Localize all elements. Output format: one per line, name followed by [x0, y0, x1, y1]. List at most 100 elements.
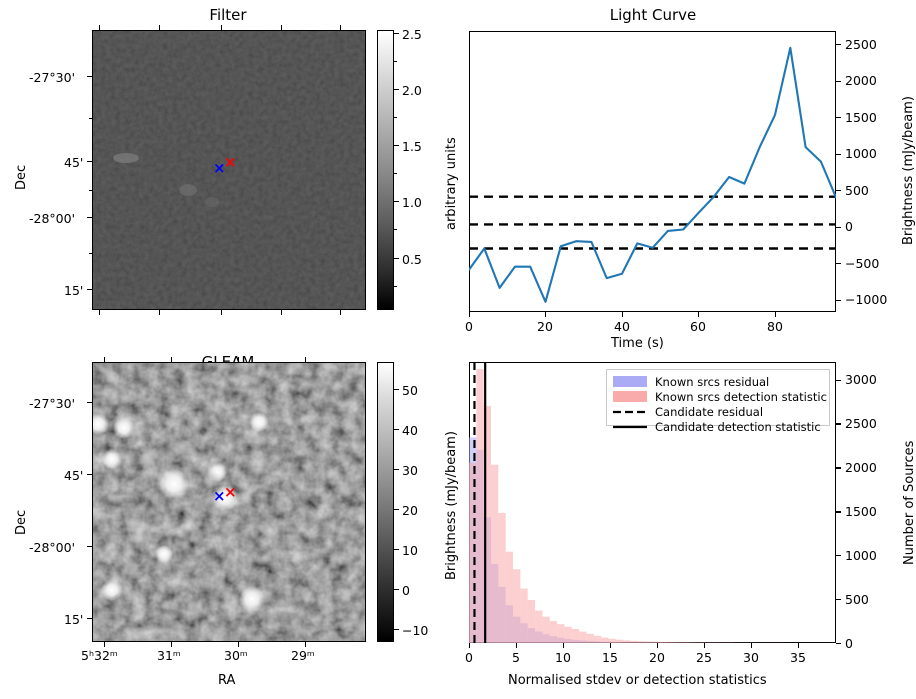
lc-xtickmark — [622, 312, 624, 317]
hist-legend: Known srcs residual Known srcs detection… — [606, 369, 830, 434]
filter-cbar-tick-3: 1.0 — [402, 195, 422, 210]
legend-dashed-line-icon — [613, 406, 647, 417]
filter-cbar-tickmark — [394, 258, 399, 260]
filter-ytickmark — [87, 289, 92, 291]
lc-ytickmark — [836, 299, 841, 301]
filter-cbar-tick-4: 0.5 — [402, 252, 422, 267]
lc-ytickmark — [836, 153, 841, 155]
legend-label-candidate-detection-statistic: Candidate detection statistic — [655, 419, 821, 434]
hist-ytickmark — [836, 599, 841, 601]
hist-xtick-3: 15 — [602, 650, 618, 665]
gleam-cbar-tick-6: −10 — [402, 623, 429, 638]
filter-cbar-tickmark — [394, 33, 399, 35]
hist-bar — [586, 633, 594, 643]
lc-ytickmark — [836, 44, 841, 46]
gleam-colorbar — [377, 362, 394, 642]
lc-xtick-4: 80 — [767, 319, 783, 334]
gleam-ylabel: Dec — [14, 509, 29, 535]
gleam-ytick-1: 45' — [64, 468, 84, 483]
filter-cbar-tickmark-minor — [394, 173, 397, 175]
gleam-cbar-tickmark — [394, 429, 399, 431]
gleam-ytick-0: -27°30' — [29, 396, 76, 411]
filter-cbar-tickmark — [394, 145, 399, 147]
hist-ytick-5: 2500 — [845, 416, 877, 431]
lc-xtick-2: 40 — [614, 319, 630, 334]
hist-ytickmark — [836, 467, 841, 469]
filter-ytick-1: 45' — [64, 155, 84, 170]
gleam-ytickmark — [87, 618, 92, 620]
legend-label-known-srcs-residual: Known srcs residual — [655, 374, 770, 389]
hist-bar — [483, 405, 492, 643]
filter-ytick-3: 15' — [64, 283, 84, 298]
gleam-xtickmark-top — [104, 357, 106, 362]
panel-gleam: GLEAM Dec -27°30' 45' -28°00' 15' — [0, 350, 459, 699]
filter-ytick-0: -27°30' — [29, 70, 76, 85]
hist-bar — [667, 642, 675, 643]
filter-cbar-tick-0: 2.5 — [402, 27, 422, 42]
hist-ytick-0: 0 — [845, 636, 853, 651]
light-curve-plot — [469, 46, 836, 303]
gleam-cbar-tick-0: 50 — [402, 383, 418, 398]
lc-xtick-3: 60 — [690, 319, 706, 334]
gleam-xtick-3: 29ᵐ — [291, 648, 315, 663]
hist-ytickmark — [836, 423, 841, 425]
hist-bar — [564, 626, 572, 643]
filter-cbar-tickmark — [394, 201, 399, 203]
hist-bar — [674, 642, 682, 643]
hist-bar — [659, 641, 668, 643]
lc-ytickmark — [836, 263, 841, 265]
filter-ytick-2: -28°00' — [29, 211, 76, 226]
hist-bar — [469, 462, 477, 643]
hist-bar — [593, 635, 602, 643]
filter-xtickmark-top — [221, 25, 223, 30]
hist-bar — [491, 464, 499, 643]
hist-xtick-4: 20 — [649, 650, 665, 665]
hist-xlabel: Normalised stdev or detection statistics — [508, 673, 767, 688]
gleam-ytickmark — [87, 474, 92, 476]
gleam-image — [92, 362, 366, 642]
hist-xtickmark — [516, 643, 518, 648]
filter-xtickmark — [221, 310, 223, 315]
filter-cbar-tickmark-minor — [394, 117, 397, 119]
lc-ytick-4: 1000 — [845, 146, 877, 161]
filter-image — [92, 30, 366, 310]
hist-bar — [615, 639, 624, 643]
lc-ytick-3: 500 — [845, 183, 869, 198]
gleam-cbar-tick-1: 40 — [402, 423, 418, 438]
hist-bar — [623, 640, 631, 643]
hist-ylabel: Number of Sources — [902, 440, 916, 565]
filter-ytickmark-minor — [89, 253, 92, 255]
filter-cbar-tick-1: 2.0 — [402, 83, 422, 98]
gleam-axes-frame — [92, 362, 366, 642]
lc-ytick-1: −500 — [845, 256, 880, 271]
hist-bar — [505, 551, 514, 643]
candidate-marker-red: × — [224, 153, 237, 171]
hist-ytickmark — [836, 511, 841, 513]
hist-bar — [520, 588, 528, 643]
gleam-cbar-tickmark — [394, 509, 399, 511]
lc-xtickmark — [469, 312, 471, 317]
gleam-xtickmark-top — [171, 357, 173, 362]
hist-bar — [542, 616, 550, 643]
lc-xlabel: Time (s) — [611, 336, 664, 351]
hist-ytickmark — [836, 555, 841, 557]
filter-cbar-tickmark-minor — [394, 286, 397, 288]
hist-bar — [681, 642, 690, 643]
hist-xtickmark — [751, 643, 753, 648]
filter-axes-frame — [92, 30, 366, 310]
filter-cbar-tickmark — [394, 89, 399, 91]
hist-xtickmark — [610, 643, 612, 648]
legend-patch-known-srcs-detection-statistic — [613, 391, 647, 402]
hist-xtickmark — [469, 643, 471, 648]
hist-bar — [513, 569, 521, 643]
lc-ylabel: Brightness (mJy/beam) — [901, 96, 916, 245]
candidate-marker-blue: × — [213, 487, 226, 505]
gleam-cbar-tick-2: 30 — [402, 463, 418, 478]
hist-bar — [652, 641, 660, 643]
hist-ytick-6: 3000 — [845, 372, 877, 387]
hist-bar — [527, 599, 536, 643]
legend-entry-candidate-residual: Candidate residual — [613, 404, 823, 419]
filter-ytickmark — [87, 161, 92, 163]
lc-ytickmark — [836, 117, 841, 119]
gleam-ytickmark — [87, 402, 92, 404]
